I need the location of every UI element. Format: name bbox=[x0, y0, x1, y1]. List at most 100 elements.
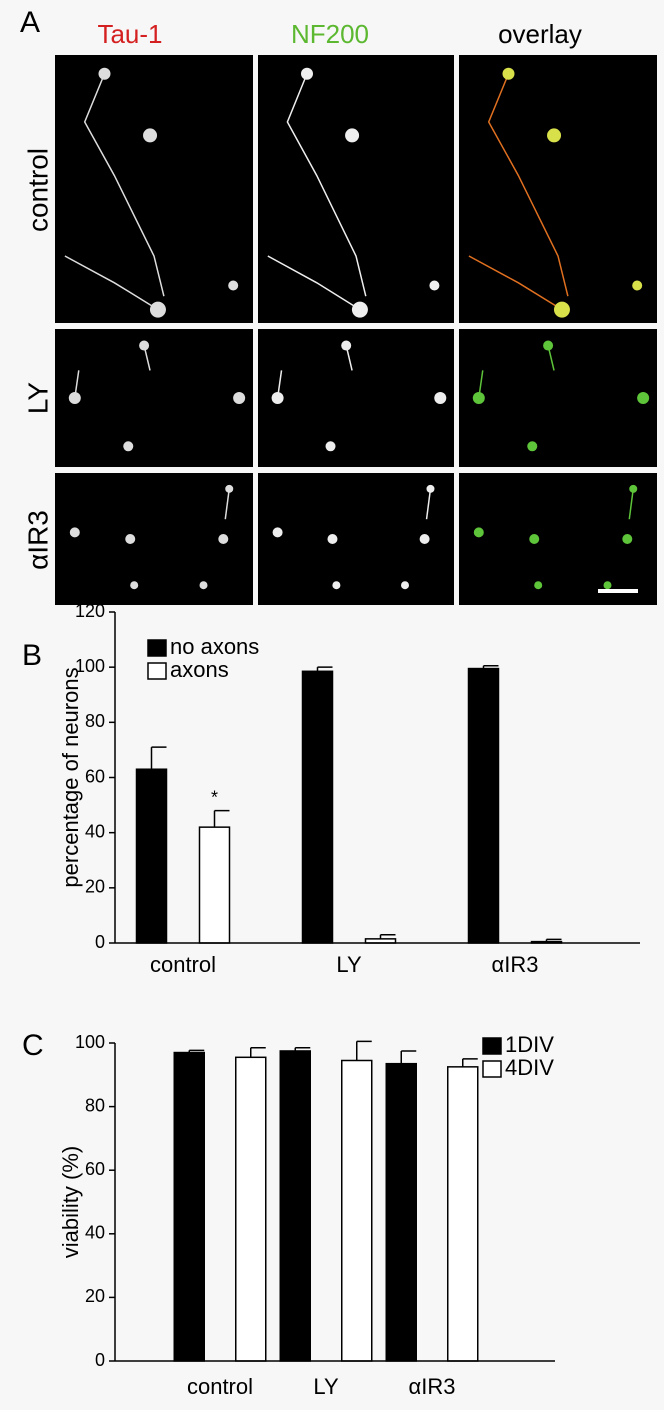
y-tick-label: 20 bbox=[85, 877, 105, 897]
soma bbox=[629, 484, 638, 493]
micrographs bbox=[55, 55, 657, 605]
bar bbox=[301, 670, 334, 944]
x-tick-label: LY bbox=[313, 1374, 339, 1399]
soma bbox=[332, 581, 341, 590]
row-label: αIR3 bbox=[22, 510, 53, 570]
soma bbox=[426, 484, 435, 493]
soma bbox=[529, 534, 540, 544]
error-bar bbox=[482, 665, 499, 669]
bar bbox=[447, 1066, 479, 1362]
soma bbox=[149, 301, 166, 318]
y-tick-label: 60 bbox=[85, 1159, 105, 1179]
soma bbox=[228, 280, 239, 291]
soma bbox=[225, 484, 234, 493]
legend-label: axons bbox=[170, 657, 229, 682]
legend-swatch bbox=[147, 662, 167, 680]
error-bar bbox=[150, 746, 167, 770]
error-bar bbox=[213, 809, 230, 828]
soma bbox=[603, 581, 612, 590]
error-bar bbox=[188, 1049, 205, 1053]
soma bbox=[199, 581, 208, 590]
x-tick-label: LY bbox=[336, 952, 362, 977]
soma bbox=[434, 392, 447, 404]
soma bbox=[125, 534, 136, 544]
micrograph bbox=[258, 329, 454, 467]
legend-label: 4DIV bbox=[505, 1055, 554, 1080]
error-bar bbox=[462, 1058, 478, 1067]
soma bbox=[419, 534, 430, 544]
y-tick-label: 60 bbox=[85, 766, 105, 786]
column-header: overlay bbox=[498, 19, 582, 49]
y-tick-label: 40 bbox=[85, 1223, 105, 1243]
y-tick-label: 80 bbox=[85, 1095, 105, 1115]
soma bbox=[301, 67, 313, 80]
soma bbox=[534, 581, 543, 590]
soma bbox=[327, 534, 338, 544]
x-tick-label: control bbox=[187, 1374, 253, 1399]
x-tick-label: control bbox=[150, 952, 216, 977]
soma bbox=[98, 67, 111, 80]
panel-label: A bbox=[20, 6, 40, 39]
soma bbox=[401, 581, 409, 590]
soma bbox=[472, 392, 485, 404]
error-bar bbox=[316, 666, 333, 672]
micrograph bbox=[459, 329, 657, 467]
soma bbox=[632, 280, 643, 291]
y-axis-label: viability (%) bbox=[58, 1146, 83, 1258]
soma bbox=[622, 534, 633, 544]
x-tick-label: αIR3 bbox=[409, 1374, 456, 1399]
soma bbox=[553, 301, 570, 318]
row-label: LY bbox=[22, 382, 53, 414]
panel-label: B bbox=[22, 639, 42, 672]
y-tick-label: 40 bbox=[85, 821, 105, 841]
legend-label: 1DIV bbox=[505, 1032, 554, 1057]
y-tick-label: 100 bbox=[75, 656, 105, 676]
error-bar bbox=[356, 1040, 372, 1061]
y-axis-label: percentage of neurons bbox=[58, 667, 83, 887]
soma bbox=[547, 128, 562, 143]
soma bbox=[272, 527, 283, 538]
soma bbox=[637, 392, 650, 404]
soma bbox=[143, 128, 158, 143]
bar bbox=[173, 1051, 205, 1362]
neurite bbox=[286, 73, 367, 297]
bar bbox=[198, 826, 231, 944]
soma bbox=[68, 392, 81, 404]
bar bbox=[467, 667, 500, 944]
legend-swatch bbox=[482, 1037, 502, 1055]
y-tick-label: 100 bbox=[75, 1032, 105, 1052]
micrograph bbox=[55, 329, 253, 467]
error-bar bbox=[400, 1050, 417, 1064]
soma bbox=[345, 128, 360, 143]
annotation: * bbox=[211, 787, 218, 807]
soma bbox=[69, 527, 80, 538]
neurite bbox=[628, 488, 634, 520]
column-header: Tau-1 bbox=[97, 19, 162, 49]
neurite bbox=[64, 255, 159, 311]
micrograph bbox=[258, 55, 454, 323]
bar bbox=[385, 1062, 417, 1362]
neurite bbox=[224, 488, 230, 520]
scale-bar bbox=[598, 589, 638, 593]
neurite bbox=[267, 255, 361, 311]
error-bar bbox=[294, 1047, 311, 1051]
panel-label: C bbox=[22, 1029, 44, 1062]
soma bbox=[527, 441, 538, 452]
bar bbox=[135, 768, 168, 944]
column-header: NF200 bbox=[291, 19, 369, 49]
error-bar bbox=[250, 1047, 266, 1058]
soma bbox=[130, 581, 139, 590]
neurite bbox=[468, 255, 563, 311]
soma bbox=[139, 340, 150, 351]
soma bbox=[325, 441, 336, 452]
soma bbox=[271, 392, 284, 404]
soma bbox=[429, 280, 440, 291]
error-bar bbox=[379, 933, 396, 939]
y-tick-label: 20 bbox=[85, 1286, 105, 1306]
micrograph bbox=[55, 55, 253, 323]
bar bbox=[279, 1050, 311, 1362]
soma bbox=[123, 441, 134, 452]
y-tick-label: 0 bbox=[95, 1350, 105, 1370]
